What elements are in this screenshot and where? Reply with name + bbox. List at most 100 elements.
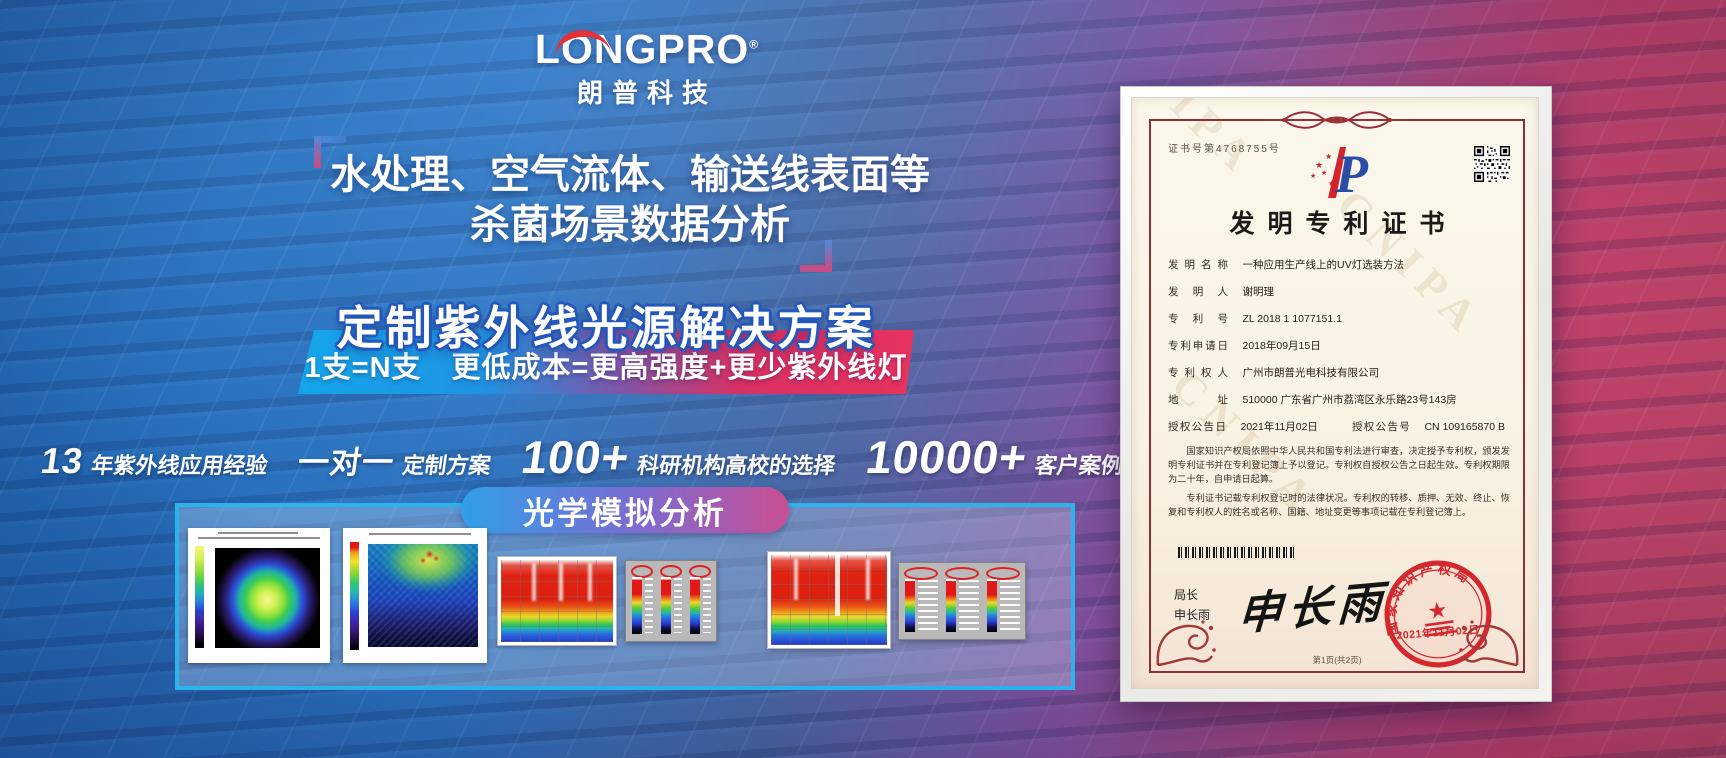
- field-value: 510000 广东省广州市荔湾区永乐路23号143房: [1242, 394, 1457, 406]
- field-row: 发明人： 谢明理: [1168, 279, 1512, 306]
- legend-values: [674, 578, 682, 633]
- heatmap-streak: [866, 558, 871, 600]
- field-label: 专利号: [1168, 313, 1228, 325]
- sim-image-heatmap-wide: [767, 551, 891, 649]
- field-label: 发明人: [1168, 286, 1228, 298]
- field-colon: ：: [1228, 286, 1239, 298]
- field-value: 2021年11月02日: [1240, 421, 1318, 433]
- field-colon: ：: [1226, 421, 1237, 433]
- grant-date: 授权公告日： 2021年11月02日: [1168, 414, 1318, 441]
- ornament-flourish-icon: [1264, 111, 1410, 129]
- stat-value: 10000+: [862, 431, 1031, 483]
- svg-text:★: ★: [1321, 169, 1327, 177]
- ribbon-band: 1支=N支 更低成本=更高强度+更少紫外线灯: [298, 330, 914, 394]
- field-colon: ：: [1228, 394, 1239, 406]
- certificate-body-text: 国家知识产权局依照中华人民共和国专利法进行审查，决定授予专利权，颁发发明专利证书…: [1168, 444, 1510, 524]
- field-row: 专利号： ZL 2018 1 1077151.1: [1168, 306, 1512, 333]
- field-label: 专利权人: [1168, 367, 1228, 379]
- brand-logo: LONGPRO® 朗普科技: [520, 26, 774, 110]
- certificate-fields: 发明名称： 一种应用生产线上的UV灯选装方法 发明人： 谢明理 专利号： ZL 201…: [1168, 252, 1512, 441]
- ribbon-subtitle: 1支=N支 更低成本=更高强度+更少紫外线灯: [304, 352, 908, 384]
- field-row: 专利申请日： 2018年09月15日: [1168, 333, 1512, 360]
- legend-column: [985, 567, 1021, 635]
- stat-one-on-one: 一对一 定制方案: [295, 437, 494, 482]
- field-row: 发明名称： 一种应用生产线上的UV灯选装方法: [1168, 252, 1512, 279]
- sim-image-irradiance-blob: [188, 528, 330, 663]
- bracket-bar: [825, 240, 832, 272]
- grant-row: 授权公告日： 2021年11月02日 授权公告号： CN 109165870 B: [1168, 414, 1512, 441]
- sim-image-legend-b: [898, 562, 1026, 640]
- svg-text:★: ★: [1310, 172, 1316, 180]
- stat-value: 一对一: [295, 445, 397, 480]
- field-label: 地址: [1168, 394, 1228, 406]
- stat-label: 年紫外线应用经验: [89, 453, 270, 478]
- legend-colorbar: [632, 577, 642, 634]
- grant-number: 授权公告号： CN 109165870 B: [1352, 414, 1505, 441]
- field-label: 授权公告号: [1351, 421, 1410, 433]
- heatmap-area: [368, 544, 478, 647]
- field-colon: ：: [1228, 259, 1239, 271]
- highlight-ellipse: [904, 567, 938, 580]
- field-value: 谢明理: [1242, 286, 1275, 298]
- corner-flourish-icon: [1156, 620, 1216, 667]
- highlight-ellipse: [689, 565, 711, 578]
- certificate-title: 发明专利证书: [1229, 210, 1458, 238]
- director-block: 局长 申长雨: [1174, 585, 1210, 625]
- colorbar: [195, 546, 204, 648]
- director-name: 申长雨: [1174, 608, 1211, 622]
- headline: 水处理、空气流体、输送线表面等 杀菌场景数据分析: [240, 150, 1020, 250]
- barcode: [1178, 547, 1294, 558]
- legend-colorbar: [690, 577, 700, 634]
- field-label: 发明名称: [1168, 259, 1228, 271]
- legend-values: [1000, 580, 1020, 631]
- field-value: ZL 2018 1 1077151.1: [1242, 313, 1342, 325]
- svg-text:★: ★: [1315, 160, 1323, 170]
- bracket-bar: [800, 265, 832, 272]
- legend-colorbar: [905, 579, 915, 632]
- certificate-page-footer: 第1页(共2页): [1312, 655, 1362, 665]
- stat-label: 科研机构高校的选择: [635, 453, 838, 478]
- sim-image-heatmap-small: [497, 556, 617, 646]
- logo-wordmark: LONGPRO®: [520, 27, 774, 71]
- cnipa-logo-icon: ★ ★ ★ ★ ★ P: [1310, 144, 1369, 202]
- stat-institutions: 100+ 科研机构高校的选择: [518, 430, 840, 484]
- highlight-ellipse: [986, 567, 1020, 580]
- field-value: 2018年09月15日: [1242, 340, 1321, 352]
- stat-value: 100+: [518, 431, 634, 483]
- field-colon: ：: [1228, 367, 1239, 379]
- headline-line1: 水处理、空气流体、输送线表面等: [330, 153, 930, 197]
- quote-bracket-bottom-right-icon: [800, 240, 832, 272]
- highlight-ellipse: [660, 565, 682, 578]
- corner-flourish-icon: [1459, 620, 1519, 667]
- legend-column: [688, 565, 712, 637]
- stats-row: 13 年紫外线应用经验 一对一 定制方案 100+ 科研机构高校的选择 1000…: [38, 430, 1168, 484]
- colorbar: [350, 542, 359, 650]
- quote-bracket-top-left-icon: [314, 136, 346, 168]
- field-row: 专利权人： 广州市朗普光电科技有限公司: [1168, 360, 1512, 387]
- field-colon: ：: [1228, 340, 1239, 352]
- qr-code: [1474, 146, 1510, 182]
- highlight-ellipse: [945, 567, 979, 580]
- highlight-ellipse: [631, 565, 653, 578]
- sim-image-legend-a: [625, 560, 717, 642]
- heatmap-area: [215, 548, 320, 648]
- certificate-number: 证书号第4768755号: [1168, 144, 1281, 155]
- micro-title-bar: [198, 537, 320, 539]
- body-paragraph-2: 专利证书记载专利权登记时的法律状况。专利权的转移、质押、无效、终止、恢复和专利权…: [1168, 493, 1510, 517]
- sim-image-irradiance-noise: [343, 528, 487, 663]
- svg-text:★: ★: [1325, 152, 1332, 161]
- legend-values: [645, 578, 653, 633]
- field-value: 一种应用生产线上的UV灯选装方法: [1242, 259, 1405, 271]
- field-value: CN 109165870 B: [1424, 421, 1505, 433]
- micro-title-bar: [218, 532, 298, 534]
- field-label: 授权公告日: [1168, 421, 1226, 433]
- legend-column: [944, 567, 980, 635]
- registered-mark: ®: [749, 37, 760, 52]
- stat-years: 13 年紫外线应用经验: [38, 440, 271, 482]
- field-row: 地址： 510000 广东省广州市荔湾区永乐路23号143房: [1168, 387, 1512, 414]
- director-signature: 申长雨: [1236, 577, 1389, 640]
- body-paragraph-1: 国家知识产权局依照中华人民共和国专利法进行审查，决定授予专利权，颁发发明专利证书…: [1168, 446, 1510, 484]
- stat-label: 定制方案: [400, 453, 493, 478]
- heatmap-streak: [588, 563, 593, 601]
- official-seal: 国家知识产权局 ★: [1376, 555, 1492, 668]
